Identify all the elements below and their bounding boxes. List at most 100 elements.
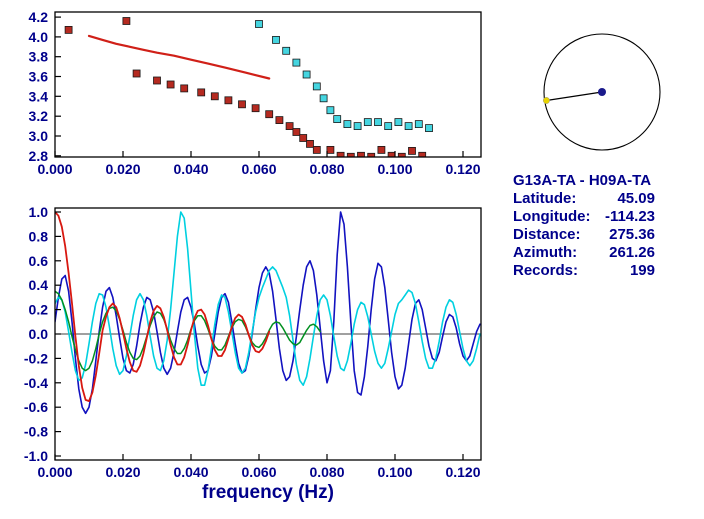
info-label: Longitude: <box>513 208 591 225</box>
marker-cyan-squares <box>292 58 301 67</box>
info-label: Distance: <box>513 226 581 243</box>
marker-cyan-squares <box>394 118 403 126</box>
y-tick-label: -1.0 <box>24 448 48 464</box>
y-tick-label: 4.0 <box>29 29 49 45</box>
marker-red-squares <box>387 151 396 157</box>
marker-red-squares <box>197 88 206 97</box>
station-pair-info: G13A-TA - H09A-TA Latitude: 45.09 Longit… <box>513 172 655 280</box>
info-label: Azimuth: <box>513 244 578 261</box>
marker-red-squares <box>418 151 427 157</box>
marker-cyan-squares <box>319 94 328 103</box>
marker-red-squares <box>299 134 308 142</box>
info-label: Latitude: <box>513 190 577 207</box>
marker-cyan-squares <box>333 115 342 123</box>
marker-cyan-squares <box>282 46 291 55</box>
marker-cyan-squares <box>363 118 372 126</box>
marker-red-squares <box>153 76 161 85</box>
plot-series-area <box>64 17 433 157</box>
x-tick-label: 0.120 <box>445 161 480 177</box>
marker-red-squares <box>122 17 131 25</box>
plot-frame <box>54 11 482 158</box>
marker-cyan-squares <box>374 118 382 126</box>
marker-red-squares <box>132 69 141 78</box>
x-tick-label: 0.060 <box>241 161 276 177</box>
series-red-curve <box>87 34 271 80</box>
y-tick-label: 4.2 <box>29 9 49 25</box>
marker-cyan-squares <box>302 70 311 79</box>
marker-cyan-squares <box>414 120 423 128</box>
x-tick-label: 0.040 <box>173 161 208 177</box>
marker-red-squares <box>285 122 294 130</box>
marker-cyan-squares <box>255 20 263 28</box>
azimuth-line <box>546 91 603 102</box>
info-value: -114.23 <box>604 208 655 225</box>
y-tick-label: -0.2 <box>24 350 48 366</box>
marker-red-squares <box>210 92 219 101</box>
y-tick-label: -0.4 <box>24 375 48 391</box>
x-tick-label: 0.020 <box>105 161 140 177</box>
marker-red-squares <box>224 96 233 105</box>
marker-red-squares <box>238 100 246 109</box>
info-value: 275.36 <box>609 226 655 243</box>
y-tick-label: 3.0 <box>29 128 49 144</box>
x-tick-label: 0.120 <box>445 464 480 480</box>
y-tick-label: 0.4 <box>29 277 49 293</box>
marker-cyan-squares <box>353 122 362 130</box>
y-tick-label: -0.8 <box>24 424 48 440</box>
info-value: 261.26 <box>609 244 655 261</box>
marker-cyan-squares <box>312 82 321 91</box>
marker-red-squares <box>265 110 274 119</box>
x-tick-label: 0.100 <box>377 161 412 177</box>
x-axis-label: frequency (Hz) <box>202 482 334 503</box>
x-tick-label: 0.060 <box>241 464 276 480</box>
y-tick-label: 3.6 <box>29 69 49 85</box>
station-pair-title: G13A-TA - H09A-TA <box>513 172 652 189</box>
y-tick-label: -0.6 <box>24 399 48 415</box>
info-row-longitude: Longitude: -114.23 <box>513 208 655 226</box>
marker-red-squares <box>64 25 73 34</box>
y-tick-label: 0.6 <box>29 253 49 269</box>
marker-cyan-squares <box>272 36 280 44</box>
info-row-records: Records: 199 <box>513 262 655 280</box>
y-tick-label: 2.8 <box>29 148 49 164</box>
series-cyan-trace <box>55 211 481 386</box>
y-tick-label: 3.8 <box>29 49 49 65</box>
azimuth-endpoint-dot <box>542 97 550 104</box>
x-tick-label: 0.080 <box>309 464 344 480</box>
marker-red-squares <box>408 146 416 155</box>
y-tick-label: 0.0 <box>29 326 49 342</box>
x-tick-label: 0.020 <box>105 464 140 480</box>
cross-spectrum-waveform-plot: 0.000 0.020 0.040 0.060 0.080 0.100 0.120 1.0 0.… <box>24 204 482 503</box>
y-tick-label: 3.2 <box>29 108 49 124</box>
center-station-dot <box>598 88 606 96</box>
marker-red-squares <box>251 104 260 113</box>
marker-red-squares <box>377 145 386 154</box>
x-tick-label: 0.080 <box>309 161 344 177</box>
marker-red-squares <box>166 80 175 89</box>
station-azimuth-diagram <box>542 33 661 151</box>
info-row-latitude: Latitude: 45.09 <box>513 190 655 208</box>
series-red-trace <box>55 211 271 403</box>
marker-red-squares <box>180 84 189 93</box>
info-value: 199 <box>629 262 655 279</box>
azimuth-circle <box>543 33 661 151</box>
x-tick-label: 0.040 <box>173 464 208 480</box>
marker-red-squares <box>336 151 345 157</box>
x-tick-label: 0.000 <box>37 161 72 177</box>
marker-red-squares <box>357 151 365 157</box>
info-label: Records: <box>513 262 579 279</box>
info-row-azimuth: Azimuth: 261.26 <box>513 244 655 262</box>
marker-cyan-squares <box>326 106 335 115</box>
x-tick-label: 0.100 <box>377 464 412 480</box>
marker-red-squares <box>292 128 301 136</box>
marker-red-squares <box>275 116 284 124</box>
marker-red-squares <box>326 145 335 154</box>
y-tick-label: 0.2 <box>29 302 49 318</box>
marker-cyan-squares <box>425 124 433 132</box>
y-tick-label: 1.0 <box>29 204 49 220</box>
y-tick-label: 0.8 <box>29 228 49 244</box>
plot-series-area <box>55 211 481 415</box>
marker-cyan-squares <box>384 122 393 130</box>
marker-red-squares <box>312 145 321 154</box>
